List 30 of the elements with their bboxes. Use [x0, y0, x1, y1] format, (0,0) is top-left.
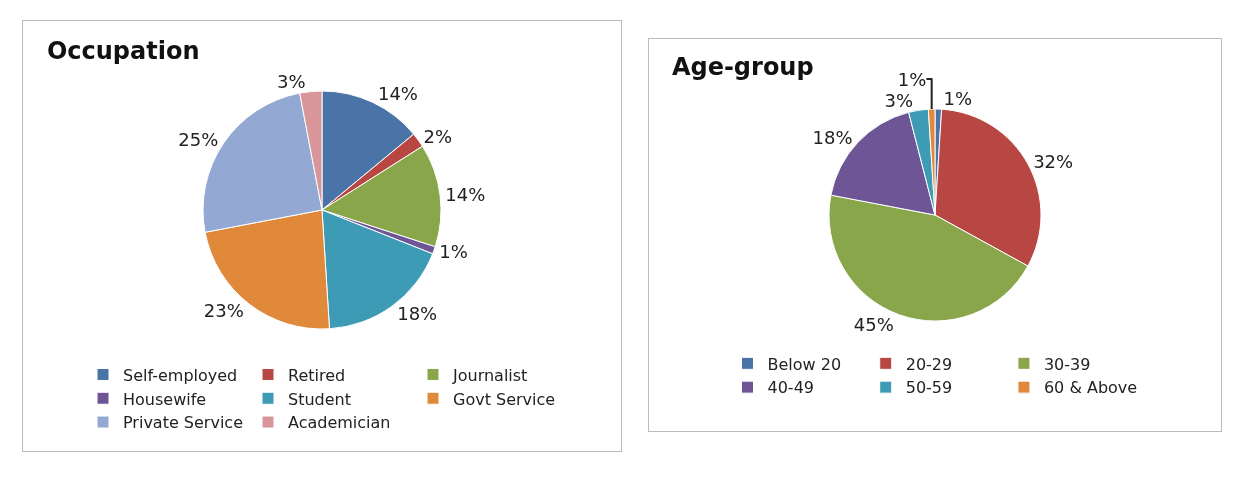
legend-label: Journalist	[452, 365, 528, 385]
legend-label: Below 20	[767, 354, 842, 374]
data-label: 3%	[884, 89, 914, 111]
data-label: 1%	[943, 88, 973, 110]
data-label: 3%	[276, 70, 306, 92]
legend-label: 40-49	[767, 378, 814, 398]
chart-title: Occupation	[46, 37, 200, 66]
data-label: 45%	[853, 313, 894, 335]
chart-title: Age-group	[671, 53, 814, 82]
data-label: 18%	[397, 302, 438, 324]
legend-label: Govt Service	[453, 389, 556, 409]
data-label: 32%	[1033, 151, 1074, 172]
legend-label: Housewife	[123, 389, 207, 409]
data-label: 23%	[203, 300, 244, 322]
legend-label: Self-employed	[123, 365, 238, 385]
data-label: 18%	[812, 127, 853, 149]
legend-label: 20-29	[905, 354, 953, 374]
data-label: 2%	[423, 125, 453, 147]
legend-label: Private Service	[123, 413, 243, 433]
data-label: 25%	[178, 129, 219, 151]
legend-label: Retired	[288, 365, 346, 385]
legend-label: 50-59	[905, 378, 953, 398]
legend-label: Academician	[288, 413, 391, 433]
data-label: 14%	[445, 184, 486, 206]
data-label: 1%	[897, 68, 927, 90]
legend-label: 60 & Above	[1043, 378, 1138, 398]
legend-label: 30-39	[1043, 354, 1091, 374]
data-label: 1%	[439, 241, 468, 263]
data-label: 14%	[377, 83, 418, 105]
legend-label: Student	[288, 389, 351, 409]
